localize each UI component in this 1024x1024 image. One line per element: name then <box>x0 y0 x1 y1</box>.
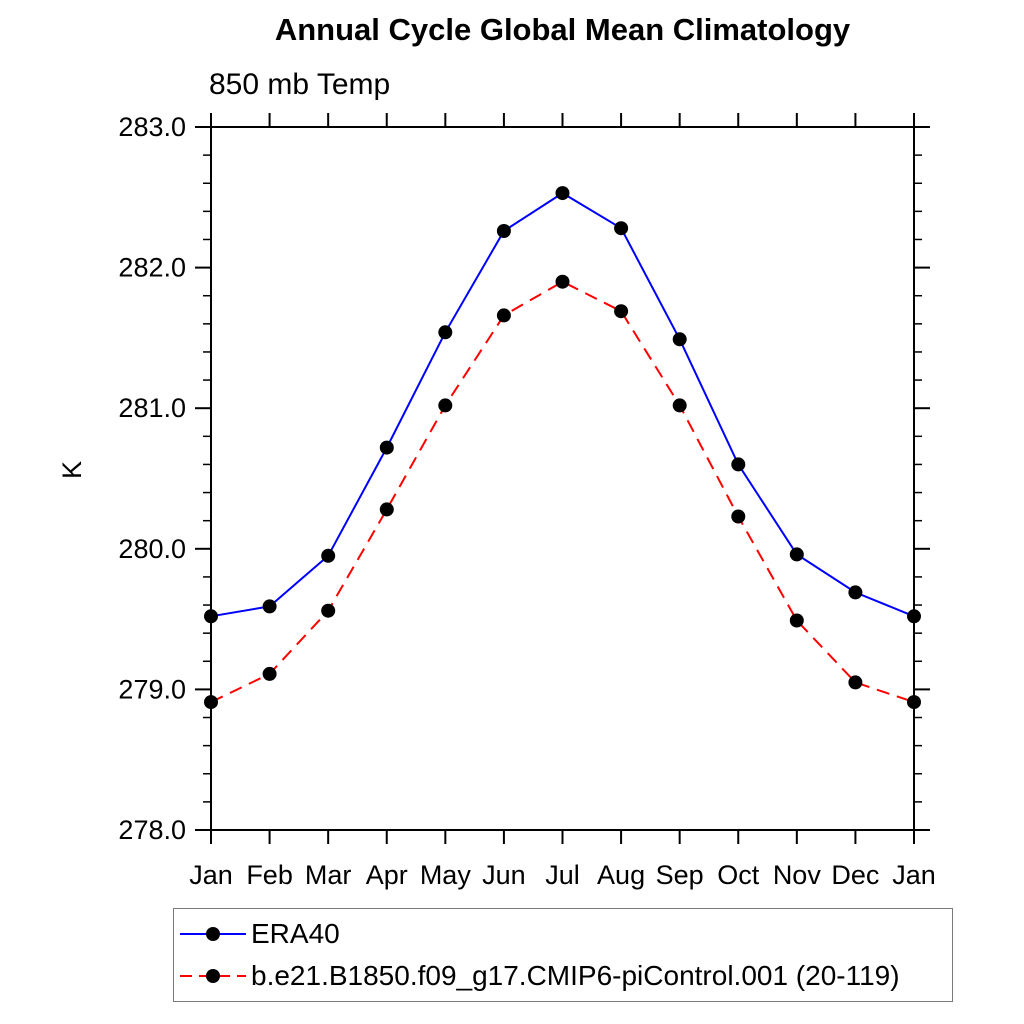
data-point-marker <box>496 308 511 323</box>
data-point-marker <box>438 325 453 340</box>
x-tick-label: Aug <box>597 860 645 890</box>
x-tick-label: Jan <box>189 860 233 890</box>
legend-item: b.e21.B1850.f09_g17.CMIP6-piControl.001 … <box>174 960 952 992</box>
legend-item-label: ERA40 <box>251 918 340 950</box>
data-point-marker <box>672 332 687 347</box>
x-tick-label: Nov <box>773 860 822 890</box>
legend: ERA40 b.e21.B1850.f09_g17.CMIP6-piControl… <box>173 908 953 1002</box>
data-point-marker <box>496 224 511 238</box>
x-tick-label: Apr <box>366 860 408 890</box>
y-tick-label: 278.0 <box>118 815 186 845</box>
data-point-marker <box>379 440 394 455</box>
legend-line-sample <box>180 968 246 983</box>
data-point-marker <box>379 502 394 517</box>
y-tick-label: 279.0 <box>118 674 186 704</box>
x-tick-label: Feb <box>246 860 293 890</box>
data-point-marker <box>672 398 687 413</box>
plot-frame <box>210 126 915 831</box>
x-tick-label: Jul <box>545 860 580 890</box>
legend-item-label: b.e21.B1850.f09_g17.CMIP6-piControl.001 … <box>251 959 900 991</box>
data-point-marker <box>789 547 804 562</box>
data-point-marker <box>731 509 746 524</box>
y-tick-label: 282.0 <box>118 253 186 283</box>
chart-title: Annual Cycle Global Mean Climatology <box>274 12 851 47</box>
data-point-marker <box>204 695 218 710</box>
data-point-marker <box>438 398 453 413</box>
chart-subtitle: 850 mb Temp <box>209 68 391 101</box>
y-tick-label: 280.0 <box>118 534 186 564</box>
series-line-1 <box>210 280 915 704</box>
legend-marker-icon <box>206 927 220 942</box>
legend-marker-icon <box>206 968 220 983</box>
y-tick-label: 283.0 <box>118 112 186 142</box>
data-point-marker <box>262 599 277 614</box>
data-point-marker <box>614 304 629 319</box>
data-point-marker <box>907 609 921 624</box>
data-point-marker <box>321 548 336 563</box>
x-tick-label: Mar <box>305 860 352 890</box>
legend-item: ERA40 <box>174 918 952 950</box>
data-point-marker <box>204 609 218 624</box>
data-point-marker <box>848 675 863 690</box>
data-point-marker <box>907 695 921 710</box>
data-point-marker <box>731 457 746 472</box>
x-tick-label: Jun <box>482 860 526 890</box>
x-tick-label: Sep <box>656 860 704 890</box>
data-point-marker <box>614 221 629 236</box>
data-point-marker <box>321 603 336 618</box>
data-point-marker <box>555 186 570 201</box>
x-tick-label: Oct <box>717 860 760 890</box>
series-line-0 <box>210 191 915 618</box>
x-tick-label: May <box>420 860 472 890</box>
data-point-marker <box>262 666 277 681</box>
y-axis-label: K <box>57 461 87 479</box>
legend-line-sample <box>180 927 246 942</box>
x-tick-label: Jan <box>892 860 936 890</box>
data-point-marker <box>789 613 804 628</box>
data-point-marker <box>848 585 863 600</box>
y-tick-label: 281.0 <box>118 393 186 423</box>
data-point-marker <box>555 274 570 289</box>
x-tick-label: Dec <box>831 860 879 890</box>
